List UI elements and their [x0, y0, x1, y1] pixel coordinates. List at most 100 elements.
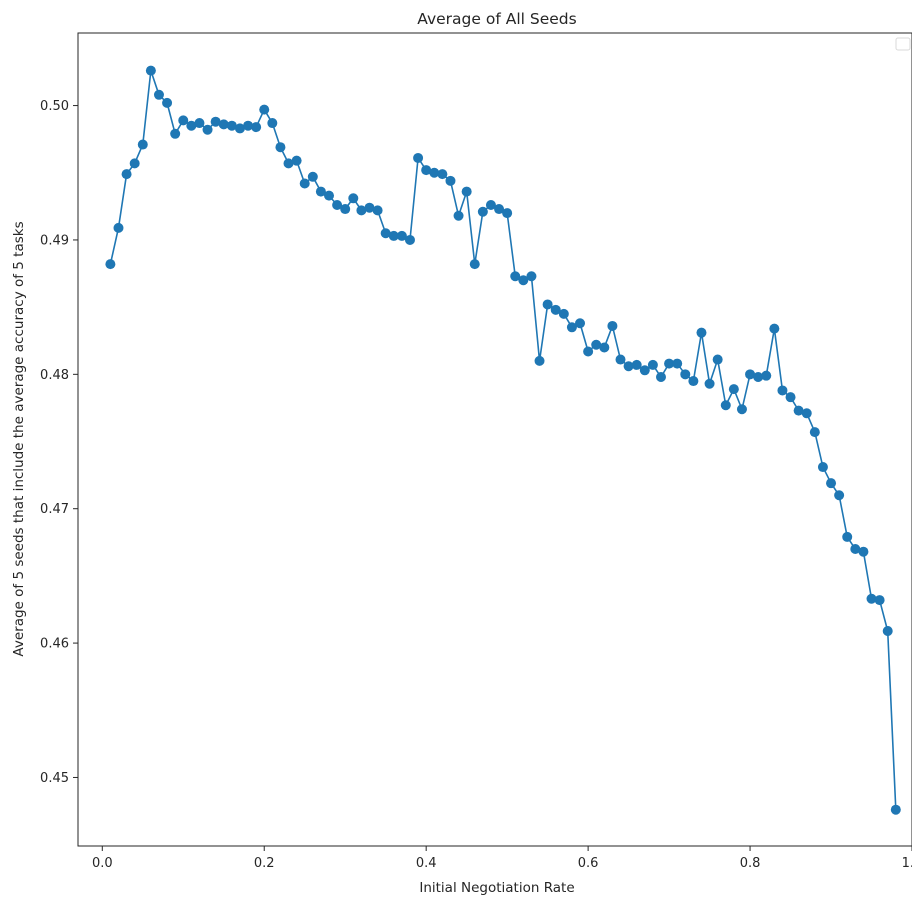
- data-point: [826, 478, 837, 489]
- data-point: [234, 123, 245, 134]
- y-tick-label: 0.46: [40, 637, 69, 652]
- data-point: [680, 369, 691, 380]
- data-point: [728, 384, 739, 395]
- data-point: [704, 378, 715, 389]
- data-point: [162, 97, 173, 108]
- data-point: [753, 372, 764, 383]
- data-point: [210, 116, 221, 127]
- data-point: [477, 206, 488, 217]
- data-point: [882, 625, 893, 636]
- data-point: [494, 204, 505, 215]
- data-point: [736, 404, 747, 415]
- plot-frame: [77, 32, 912, 847]
- data-point: [793, 405, 804, 416]
- x-tick-label: 0.0: [92, 856, 113, 871]
- data-point: [583, 346, 594, 357]
- data-point: [834, 490, 845, 501]
- data-point: [550, 304, 561, 315]
- data-point: [137, 139, 148, 150]
- data-point: [332, 200, 343, 211]
- series-line: [109, 69, 897, 810]
- data-point: [696, 327, 707, 338]
- data-point: [866, 593, 877, 604]
- x-tick-label: 0.2: [254, 856, 275, 871]
- data-point: [404, 234, 415, 245]
- data-point: [664, 358, 675, 369]
- y-axis-label: Average of 5 seeds that include the aver…: [11, 221, 27, 656]
- data-point: [145, 65, 156, 76]
- data-point: [469, 259, 480, 270]
- data-point: [372, 205, 383, 216]
- data-point: [510, 271, 521, 282]
- data-point: [558, 308, 569, 319]
- x-tick-label: 0.4: [416, 856, 437, 871]
- data-point: [534, 355, 545, 366]
- data-point: [615, 354, 626, 365]
- legend-box: [895, 37, 911, 51]
- data-point: [396, 230, 407, 241]
- data-point: [518, 275, 529, 286]
- data-point: [129, 158, 140, 169]
- data-point: [283, 158, 294, 169]
- data-point: [413, 152, 424, 163]
- data-point: [485, 200, 496, 211]
- data-point: [153, 89, 164, 100]
- data-point: [712, 354, 723, 365]
- data-point: [226, 120, 237, 131]
- data-point: [607, 320, 618, 331]
- data-point: [291, 155, 302, 166]
- data-point: [672, 358, 683, 369]
- data-point: [842, 531, 853, 542]
- data-point: [599, 342, 610, 353]
- data-point: [777, 385, 788, 396]
- data-point: [745, 369, 756, 380]
- data-point: [801, 408, 812, 419]
- data-point: [655, 372, 666, 383]
- data-point: [769, 323, 780, 334]
- data-point: [566, 322, 577, 333]
- x-tick-label: 0.6: [578, 856, 599, 871]
- data-point: [356, 205, 367, 216]
- data-point: [429, 167, 440, 178]
- data-point: [874, 595, 885, 606]
- data-point: [105, 259, 116, 270]
- data-point: [186, 120, 197, 131]
- data-point: [267, 118, 278, 129]
- data-point: [324, 190, 335, 201]
- data-point: [340, 204, 351, 215]
- data-point: [178, 115, 189, 126]
- data-point: [364, 202, 375, 213]
- data-point: [445, 175, 456, 186]
- data-point: [251, 122, 262, 133]
- data-point: [688, 376, 699, 387]
- data-point: [575, 318, 586, 329]
- data-point: [421, 165, 432, 176]
- data-point: [461, 186, 472, 197]
- data-point: [170, 128, 181, 139]
- data-point: [809, 427, 820, 438]
- data-point: [623, 361, 634, 372]
- data-point: [307, 171, 318, 182]
- data-point: [113, 222, 124, 233]
- data-point: [121, 169, 132, 180]
- data-point: [647, 359, 658, 370]
- data-point: [817, 462, 828, 473]
- data-point: [761, 370, 772, 381]
- data-point: [275, 142, 286, 153]
- y-tick-label: 0.47: [40, 502, 69, 517]
- data-point: [591, 339, 602, 350]
- data-point: [299, 178, 310, 189]
- x-tick-label: 1.0: [902, 856, 912, 871]
- data-point: [720, 400, 731, 411]
- data-point: [315, 186, 326, 197]
- data-point: [243, 120, 254, 131]
- data-point: [453, 210, 464, 221]
- data-point: [437, 169, 448, 180]
- data-point: [542, 299, 553, 310]
- x-axis-label: Initial Negotiation Rate: [419, 880, 574, 896]
- data-point: [639, 365, 650, 376]
- plot-area: [105, 65, 901, 815]
- x-tick-label: 0.8: [740, 856, 761, 871]
